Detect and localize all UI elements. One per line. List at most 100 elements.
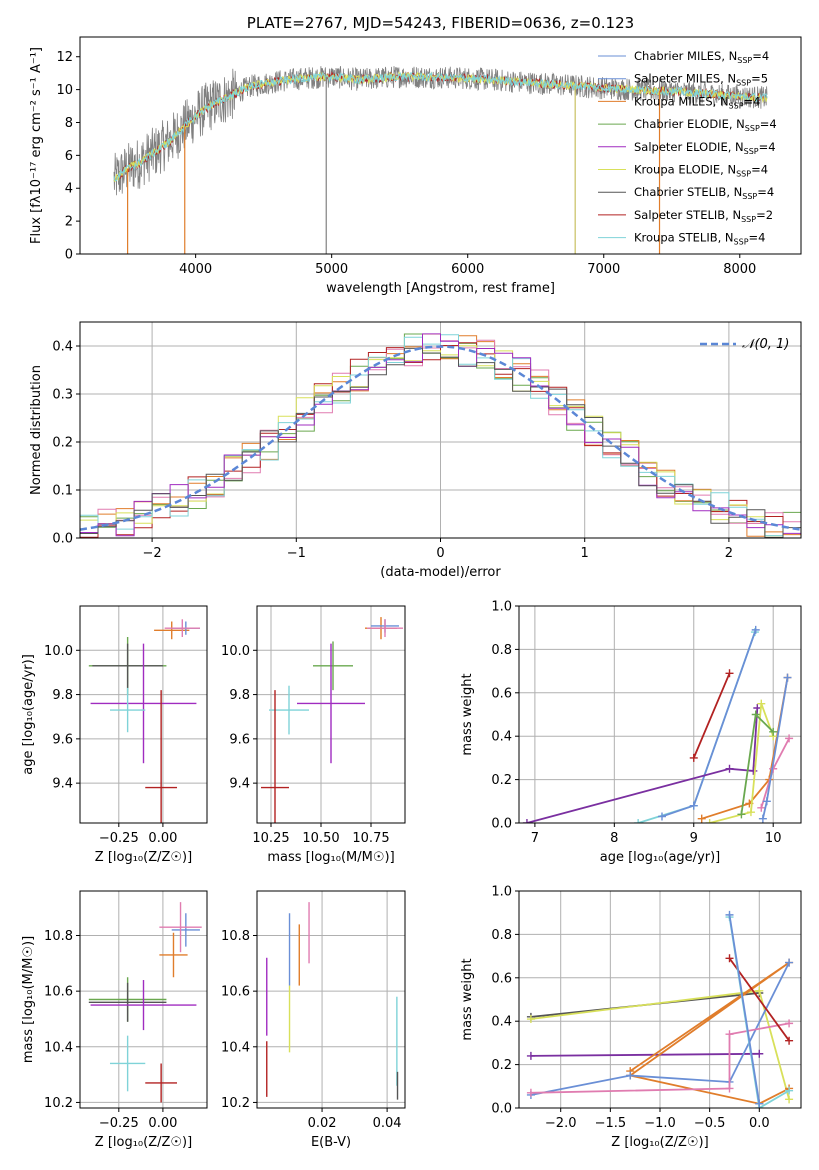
y-tick-label: 2	[65, 215, 73, 230]
legend-label: Chabrier MILES, NSSP=4	[634, 49, 769, 65]
data-point-marker	[522, 819, 531, 823]
y-axis-label: age [log₁₀(age/yr)]	[21, 654, 36, 775]
x-tick-label: 0.0	[749, 1116, 770, 1131]
data-point-marker	[758, 814, 767, 823]
x-tick-label: 10.25	[252, 831, 289, 846]
data-point-marker	[753, 703, 762, 712]
x-tick-label: 0.02	[308, 1116, 337, 1131]
y-tick-label: 0.1	[52, 484, 73, 499]
errorbar-point	[159, 902, 202, 953]
y-tick-label: 10.8	[221, 929, 250, 944]
errorbar-point	[109, 687, 146, 733]
chart-title: PLATE=2767, MJD=54243, FIBERID=0636, z=0…	[247, 14, 634, 32]
legend-label: Salpeter MILES, NSSP=5	[634, 72, 768, 88]
axes-frame	[256, 605, 406, 824]
errorbar-point	[145, 1063, 178, 1103]
mass-weight-series	[530, 1052, 760, 1057]
y-tick-label: 0.6	[491, 971, 512, 986]
data-point-marker	[689, 801, 698, 810]
legend-label: Kroupa ELODIE, NSSP=4	[634, 163, 768, 179]
errorbar-point	[367, 619, 403, 637]
legend-entry: Salpeter STELIB, NSSP=2	[598, 208, 773, 224]
panel-mass_vs_Z: −0.25 0.00 10.2 10.4 10.6 10.8 Z [log₁₀(Z/Z☉)]…	[21, 890, 208, 1150]
data-point-marker	[689, 753, 698, 762]
y-tick-label: 9.6	[229, 732, 250, 747]
x-tick-label: 9	[690, 831, 698, 846]
plot-area	[526, 910, 794, 1108]
y-tick-label: 0.0	[491, 817, 512, 832]
legend-entry: Kroupa STELIB, NSSP=4	[598, 231, 765, 247]
y-tick-label: 4	[65, 182, 73, 197]
x-tick-label: 4000	[179, 262, 212, 277]
x-tick-label: −0.25	[99, 1116, 139, 1131]
data-point-marker	[785, 734, 794, 743]
x-tick-label: 0	[436, 546, 444, 561]
x-axis-label: age [log₁₀(age/yr)]	[600, 850, 721, 865]
mass-weight-series	[526, 707, 759, 823]
legend-entry: Chabrier ELODIE, NSSP=4	[598, 117, 777, 133]
x-tick-label: 2	[725, 546, 733, 561]
y-tick-label: 0.8	[491, 928, 512, 943]
x-axis-label: (data-model)/error	[380, 565, 501, 580]
data-point-marker	[751, 710, 760, 719]
data-point-marker	[725, 764, 734, 773]
legend-label: 𝒩(0, 1)	[742, 337, 789, 352]
data-point-marker	[769, 727, 778, 736]
data-point-marker	[762, 797, 771, 806]
y-axis-label: mass weight	[460, 958, 475, 1040]
data-point-marker	[785, 1036, 794, 1045]
y-tick-label: 0.6	[491, 686, 512, 701]
plot-area	[88, 902, 202, 1103]
mass-weight-series	[692, 672, 731, 759]
mass-weight-series	[530, 962, 790, 1096]
data-point-marker	[626, 1071, 635, 1080]
y-tick-label: 6	[65, 149, 73, 164]
plot-area	[522, 625, 794, 823]
legend-entry: Salpeter ELODIE, NSSP=4	[598, 140, 776, 156]
legend-entry: Chabrier MILES, NSSP=4	[598, 49, 769, 65]
axes-frame	[79, 605, 208, 824]
panel-age_vs_mass: 10.25 10.50 10.75 9.4 9.6 9.8 10.0 mass [log₁₀(…	[221, 605, 406, 865]
panel-spectrum: 4000 5000 6000 7000 8000 0 2 4 6 8 10 12 wavelength …	[29, 14, 802, 296]
y-tick-label: 10.0	[44, 644, 73, 659]
x-tick-label: −2.0	[545, 1116, 577, 1131]
y-tick-label: 10.0	[221, 644, 250, 659]
x-tick-label: −0.25	[99, 831, 139, 846]
errorbar-point	[154, 621, 190, 640]
x-tick-label: −1	[287, 546, 306, 561]
legend-label: Kroupa STELIB, NSSP=4	[634, 231, 765, 247]
plot-area	[261, 617, 403, 823]
x-tick-label: 0.04	[373, 1116, 402, 1131]
data-point-marker	[705, 819, 714, 823]
panel-age_vs_Z: −0.25 0.00 9.4 9.6 9.8 10.0 Z [log₁₀(Z/Z☉)] age…	[21, 605, 208, 865]
data-point-marker	[755, 1099, 764, 1108]
x-axis-label: E(B-V)	[311, 1135, 351, 1150]
x-axis-label: Z [log₁₀(Z/Z☉)]	[95, 850, 192, 865]
y-tick-label: 9.4	[229, 777, 250, 792]
axes-frame	[518, 890, 802, 1109]
mass-weight-series	[530, 1022, 790, 1094]
y-axis-label: mass [log₁₀(M/M☉)]	[21, 936, 36, 1063]
legend-entry: Kroupa MILES, NSSP=4	[598, 94, 760, 110]
data-point-marker	[751, 625, 760, 634]
x-tick-label: −0.5	[694, 1116, 726, 1131]
x-tick-label: 7000	[587, 262, 620, 277]
y-tick-label: 0.2	[491, 1058, 512, 1073]
data-point-marker	[725, 910, 734, 919]
x-axis-label: wavelength [Angstrom, rest frame]	[326, 281, 555, 296]
errorbar-point	[261, 690, 289, 823]
data-point-marker	[725, 669, 734, 678]
y-tick-label: 12	[56, 50, 73, 65]
x-axis-label: mass [log₁₀(M/M☉)]	[267, 850, 394, 865]
y-tick-label: 1.0	[491, 600, 512, 615]
y-tick-label: 0	[65, 248, 73, 263]
data-point-marker	[725, 1030, 734, 1039]
mass-weight-series	[728, 914, 761, 1104]
errorbar-point	[297, 643, 365, 764]
legend-entry: Salpeter MILES, NSSP=5	[598, 72, 768, 88]
y-axis-label: mass weight	[460, 673, 475, 755]
axes-frame	[79, 890, 208, 1109]
errorbar-point	[90, 643, 197, 764]
y-tick-label: 0.0	[52, 532, 73, 547]
x-tick-label: 1	[581, 546, 589, 561]
